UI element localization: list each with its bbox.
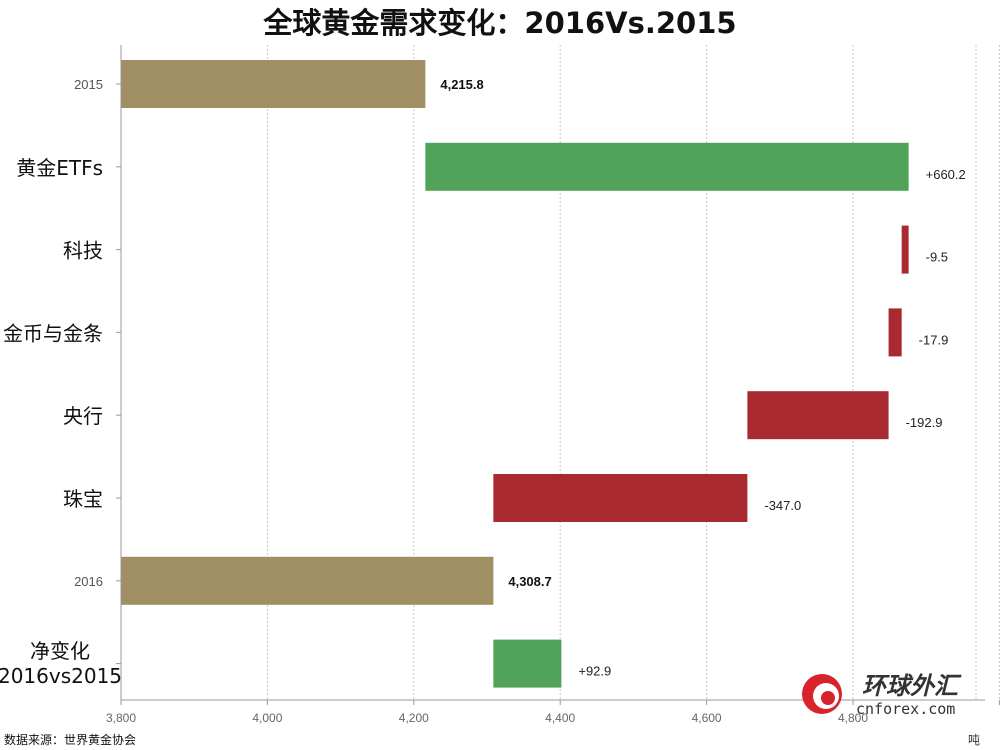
data-label: 4,215.8 [440, 77, 483, 92]
bar-increase [493, 639, 562, 688]
source-note: 数据来源：世界黄金协会 [4, 732, 136, 747]
bar-increase [425, 142, 909, 191]
category-label: 净变化 2016vs2015 [0, 639, 122, 688]
x-tick-label: 4,000 [252, 711, 282, 725]
data-label: -347.0 [764, 498, 801, 513]
category-label: 金币与金条 [3, 321, 103, 345]
bar-decrease [901, 225, 909, 274]
cnforex-logo-icon [797, 663, 842, 714]
data-label: 4,308.7 [508, 574, 551, 589]
category-label: 2016 [74, 574, 103, 589]
x-tick-label: 4,400 [545, 711, 575, 725]
category-label: 黄金ETFs [16, 156, 103, 180]
value-labels: 4,215.8 +660.2 -9.5 -17.9 -192.9 -347.0 4,308.… [440, 77, 965, 679]
x-axis-ticks: 3,800 4,000 4,200 4,400 4,600 4,800 [106, 700, 1000, 725]
category-label: 2015 [74, 77, 103, 92]
chart-title: 全球黄金需求变化：2016Vs.2015 [262, 6, 736, 40]
bar-decrease [493, 474, 748, 522]
data-label: -9.5 [926, 250, 948, 265]
category-label: 央行 [63, 404, 103, 428]
x-tick-label: 3,800 [106, 711, 136, 725]
bars-group [121, 60, 909, 688]
bar-total [121, 556, 494, 605]
data-label: -17.9 [919, 332, 949, 347]
category-label: 科技 [63, 239, 103, 263]
logo-chinese-text: 环球外汇 [862, 671, 962, 700]
x-tick-label: 4,800 [838, 711, 868, 725]
unit-label: 吨 [968, 733, 980, 747]
data-label: +660.2 [926, 167, 966, 182]
logo-english-text: cnforex.com [856, 700, 955, 718]
bar-decrease [747, 391, 889, 440]
x-tick-label: 4,600 [692, 711, 722, 725]
data-label: -192.9 [906, 415, 943, 430]
data-label: +92.9 [578, 664, 611, 679]
category-label: 珠宝 [63, 487, 103, 511]
bar-decrease [888, 308, 902, 357]
x-tick-label: 4,200 [399, 711, 429, 725]
bar-total [121, 60, 426, 108]
